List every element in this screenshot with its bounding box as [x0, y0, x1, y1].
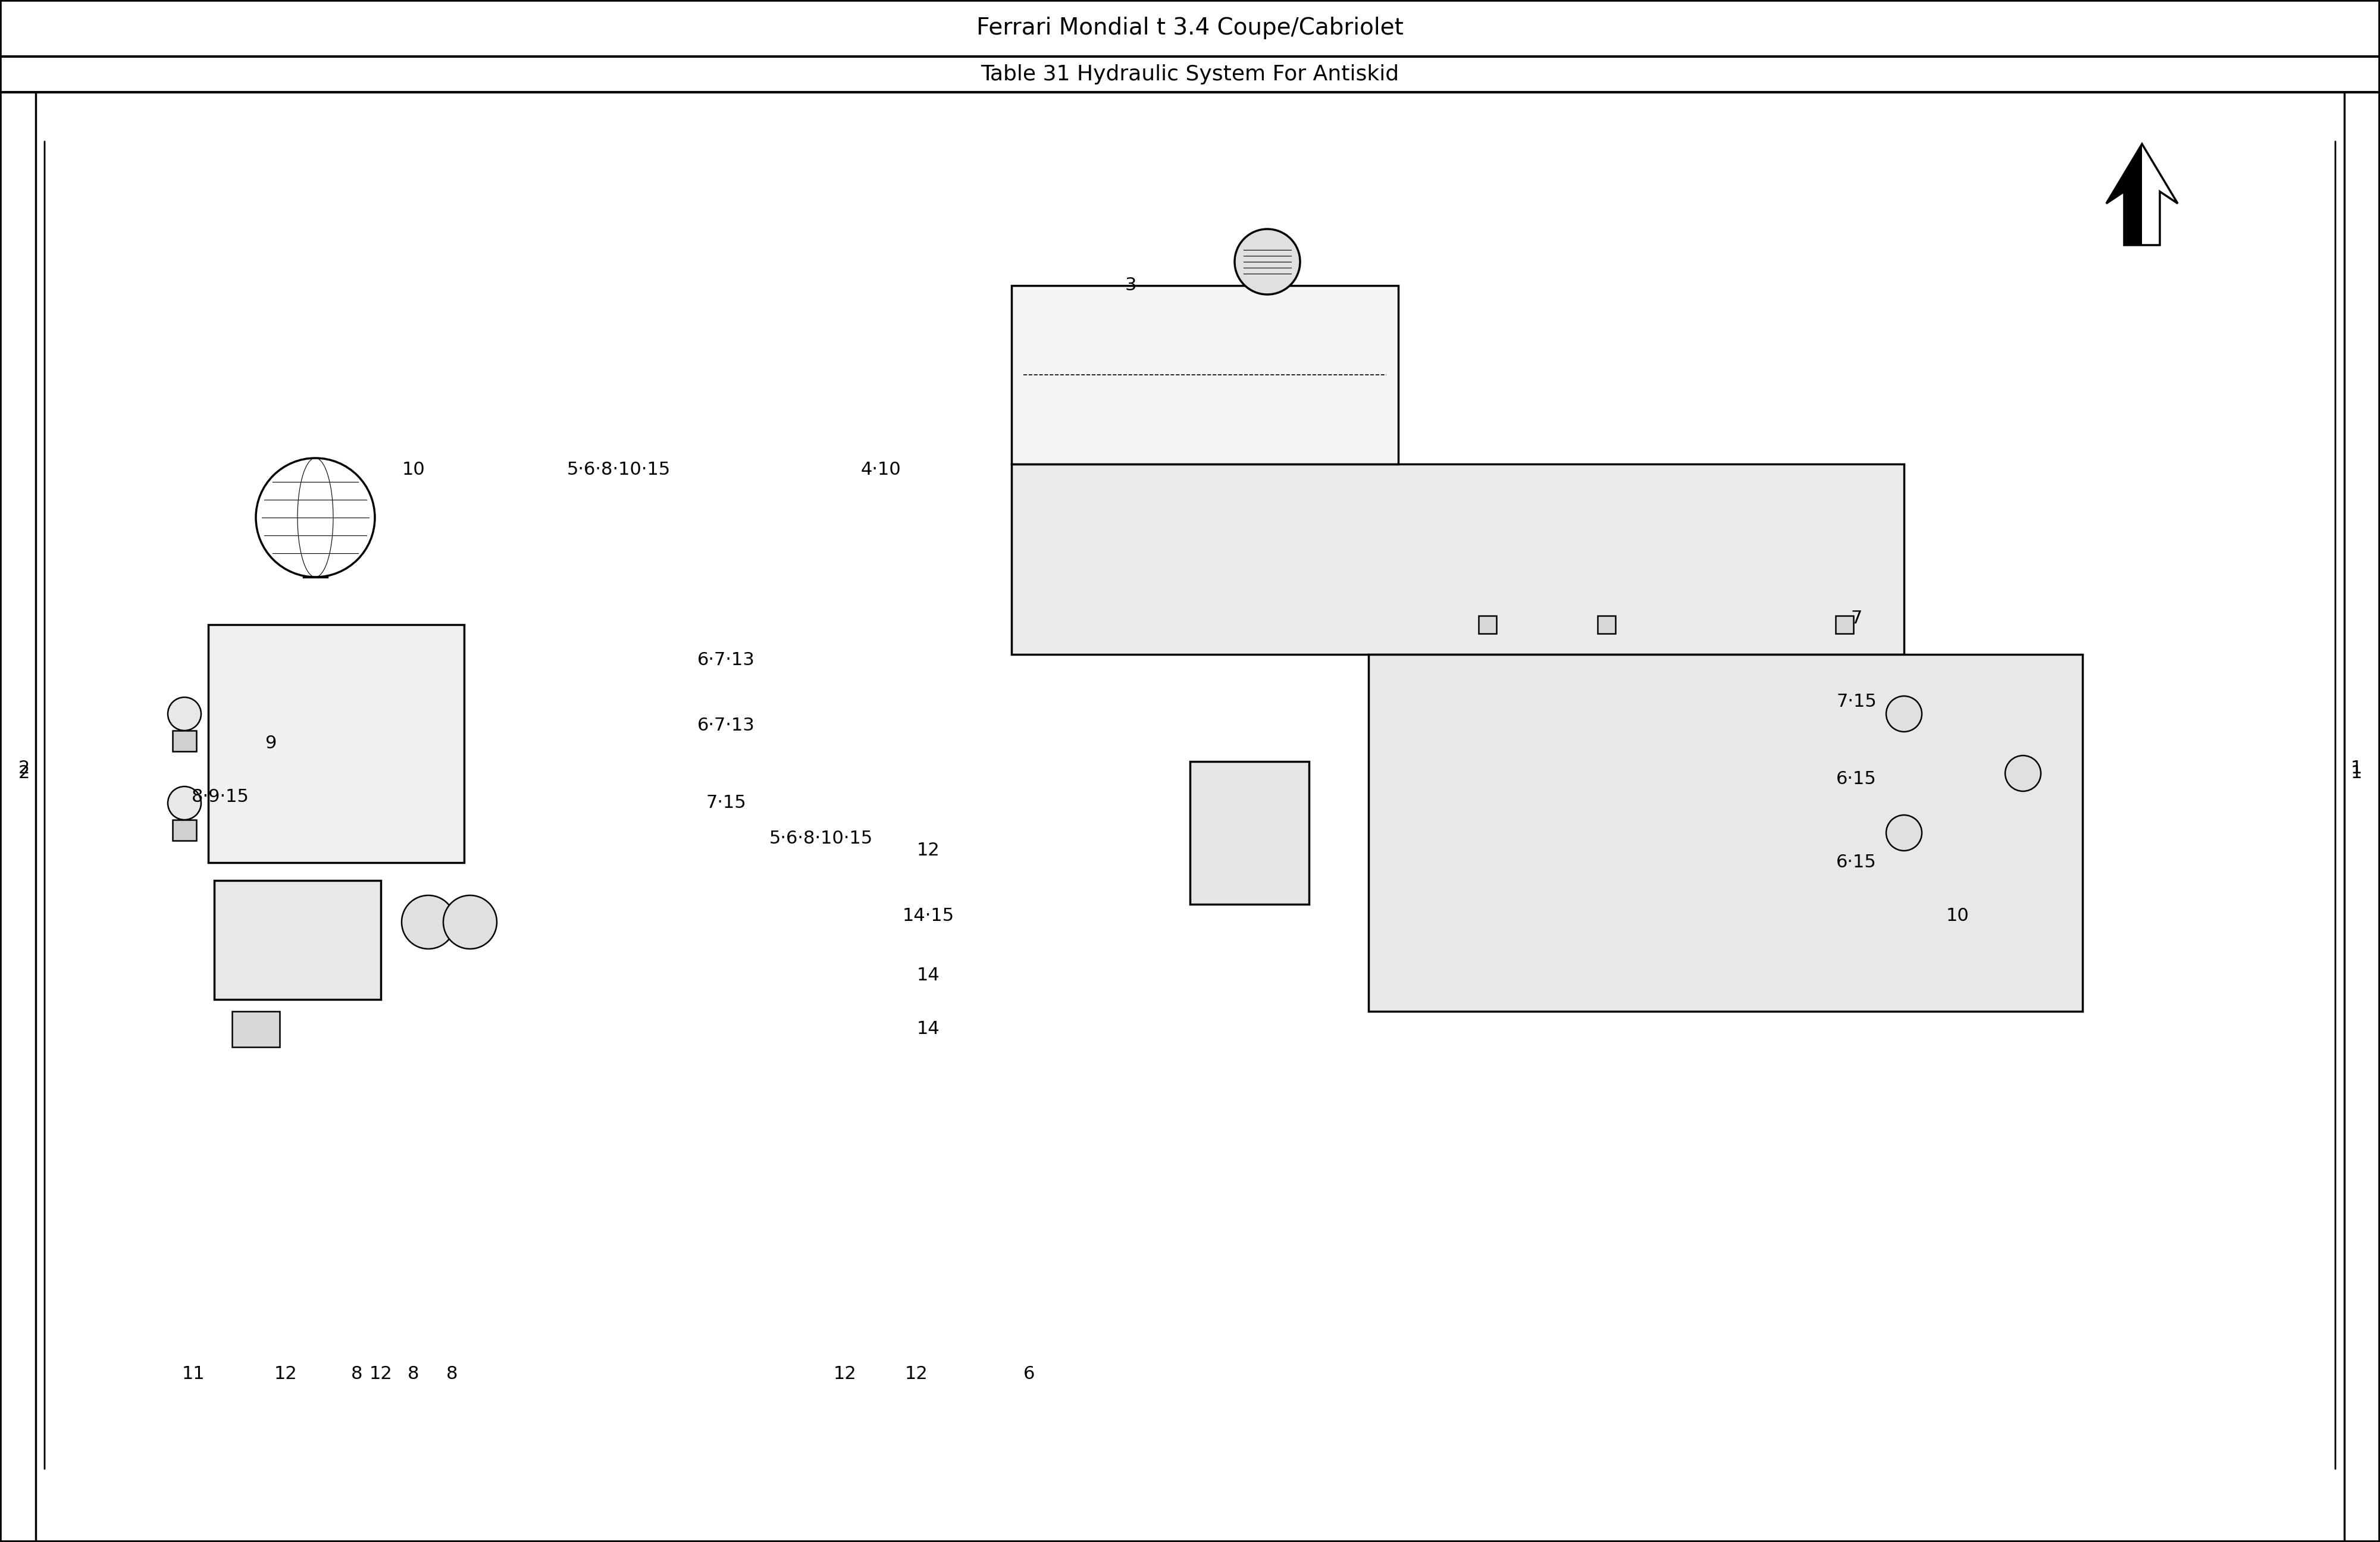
Text: 10: 10 [402, 461, 426, 478]
Bar [1012, 464, 1904, 654]
Bar [1597, 615, 1616, 634]
Polygon shape [2106, 143, 2142, 245]
Text: 12: 12 [904, 1366, 928, 1383]
Text: 14: 14 [916, 967, 940, 984]
Text: 1: 1 [2351, 760, 2361, 777]
Text: 6·15: 6·15 [1837, 771, 1875, 788]
Bar [209, 625, 464, 862]
Polygon shape [2106, 143, 2178, 245]
Bar [1190, 762, 1309, 904]
Bar [1478, 615, 1497, 634]
Text: 7: 7 [1852, 611, 1861, 628]
Circle shape [443, 896, 497, 948]
Text: 6·7·13: 6·7·13 [697, 652, 754, 669]
Bar [1368, 654, 2082, 1012]
Bar [214, 880, 381, 999]
Text: 3: 3 [1126, 278, 1135, 295]
Circle shape [1885, 695, 1923, 732]
Text: Table 31 Hydraulic System For Antiskid: Table 31 Hydraulic System For Antiskid [981, 65, 1399, 85]
Text: 6·7·13: 6·7·13 [697, 717, 754, 734]
Text: 11: 11 [181, 1366, 205, 1383]
Text: 8: 8 [407, 1366, 419, 1383]
Circle shape [2004, 756, 2042, 791]
Text: 4·10: 4·10 [862, 461, 900, 478]
Circle shape [167, 697, 200, 731]
Text: 7·15: 7·15 [707, 794, 745, 811]
Bar [1835, 615, 1854, 634]
Circle shape [1885, 816, 1923, 851]
Text: 1: 1 [2351, 765, 2361, 782]
Circle shape [167, 786, 200, 820]
Text: 5·6·8·10·15: 5·6·8·10·15 [769, 830, 873, 848]
Text: 12: 12 [916, 842, 940, 859]
Text: 12: 12 [369, 1366, 393, 1383]
Bar [171, 820, 195, 840]
Text: 10: 10 [1947, 908, 1968, 925]
Text: 2: 2 [19, 760, 29, 777]
Text: 14: 14 [916, 1021, 940, 1038]
Text: 2: 2 [19, 765, 29, 782]
Text: Ferrari Mondial t 3.4 Coupe/Cabriolet: Ferrari Mondial t 3.4 Coupe/Cabriolet [976, 17, 1404, 40]
Circle shape [402, 896, 455, 948]
Bar [1012, 285, 1399, 464]
Text: 7·15: 7·15 [1837, 694, 1875, 711]
Text: 9: 9 [264, 736, 276, 752]
Text: 6·15: 6·15 [1837, 854, 1875, 871]
Text: 14·15: 14·15 [902, 908, 954, 925]
Circle shape [257, 458, 376, 577]
Text: 5·6·8·10·15: 5·6·8·10·15 [566, 461, 671, 478]
Text: 8·9·15: 8·9·15 [190, 788, 250, 806]
Text: 8: 8 [352, 1366, 362, 1383]
Circle shape [1235, 230, 1299, 295]
Bar [171, 731, 195, 751]
Text: 12: 12 [833, 1366, 857, 1383]
Text: 8: 8 [447, 1366, 457, 1383]
Text: 6: 6 [1023, 1366, 1035, 1383]
Bar [233, 1012, 281, 1047]
Text: 12: 12 [274, 1366, 298, 1383]
